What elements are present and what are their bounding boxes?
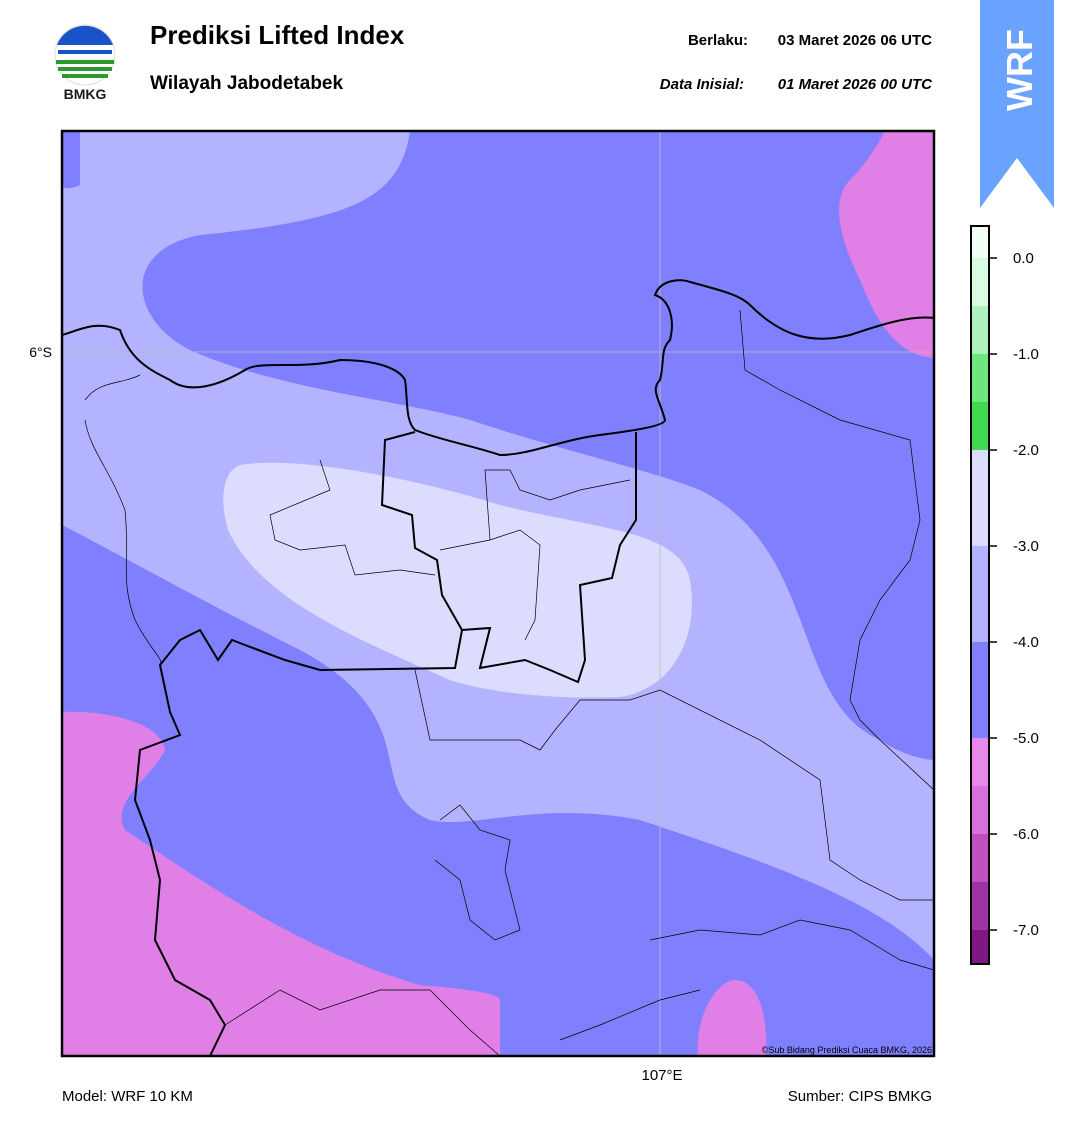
logo: BMKG xyxy=(54,24,116,102)
colorbar xyxy=(970,225,990,965)
subtitle: Wilayah Jabodetabek xyxy=(150,73,343,94)
colorbar-label: -6.0 xyxy=(1013,826,1039,843)
colorbar-label: -3.0 xyxy=(1013,538,1039,555)
footer-model: Model: WRF 10 KM xyxy=(62,1088,193,1105)
colorbar-label: -2.0 xyxy=(1013,442,1039,459)
map-field xyxy=(62,131,934,1056)
logo-text: BMKG xyxy=(64,86,107,102)
lat-label: 6°S xyxy=(29,344,52,360)
colorbar-label: 0.0 xyxy=(1013,250,1034,267)
colorbar-label: -7.0 xyxy=(1013,922,1039,939)
colorbar-label: -4.0 xyxy=(1013,634,1039,651)
valid-time: 03 Maret 2026 06 UTC xyxy=(778,32,932,49)
title: Prediksi Lifted Index xyxy=(150,20,405,50)
copyright: ©Sub Bidang Prediksi Cuaca BMKG, 2026 xyxy=(762,1045,932,1055)
badge-text: WRF xyxy=(999,29,1040,111)
footer-source: Sumber: CIPS BMKG xyxy=(788,1088,932,1105)
init-time: 01 Maret 2026 00 UTC xyxy=(778,76,933,93)
badge xyxy=(980,0,1054,208)
lon-label: 107°E xyxy=(641,1067,682,1084)
init-label: Data Inisial: xyxy=(660,76,744,93)
valid-label: Berlaku: xyxy=(688,32,748,49)
colorbar-label: -5.0 xyxy=(1013,730,1039,747)
colorbar-label: -1.0 xyxy=(1013,346,1039,363)
map-frame xyxy=(60,129,936,1058)
